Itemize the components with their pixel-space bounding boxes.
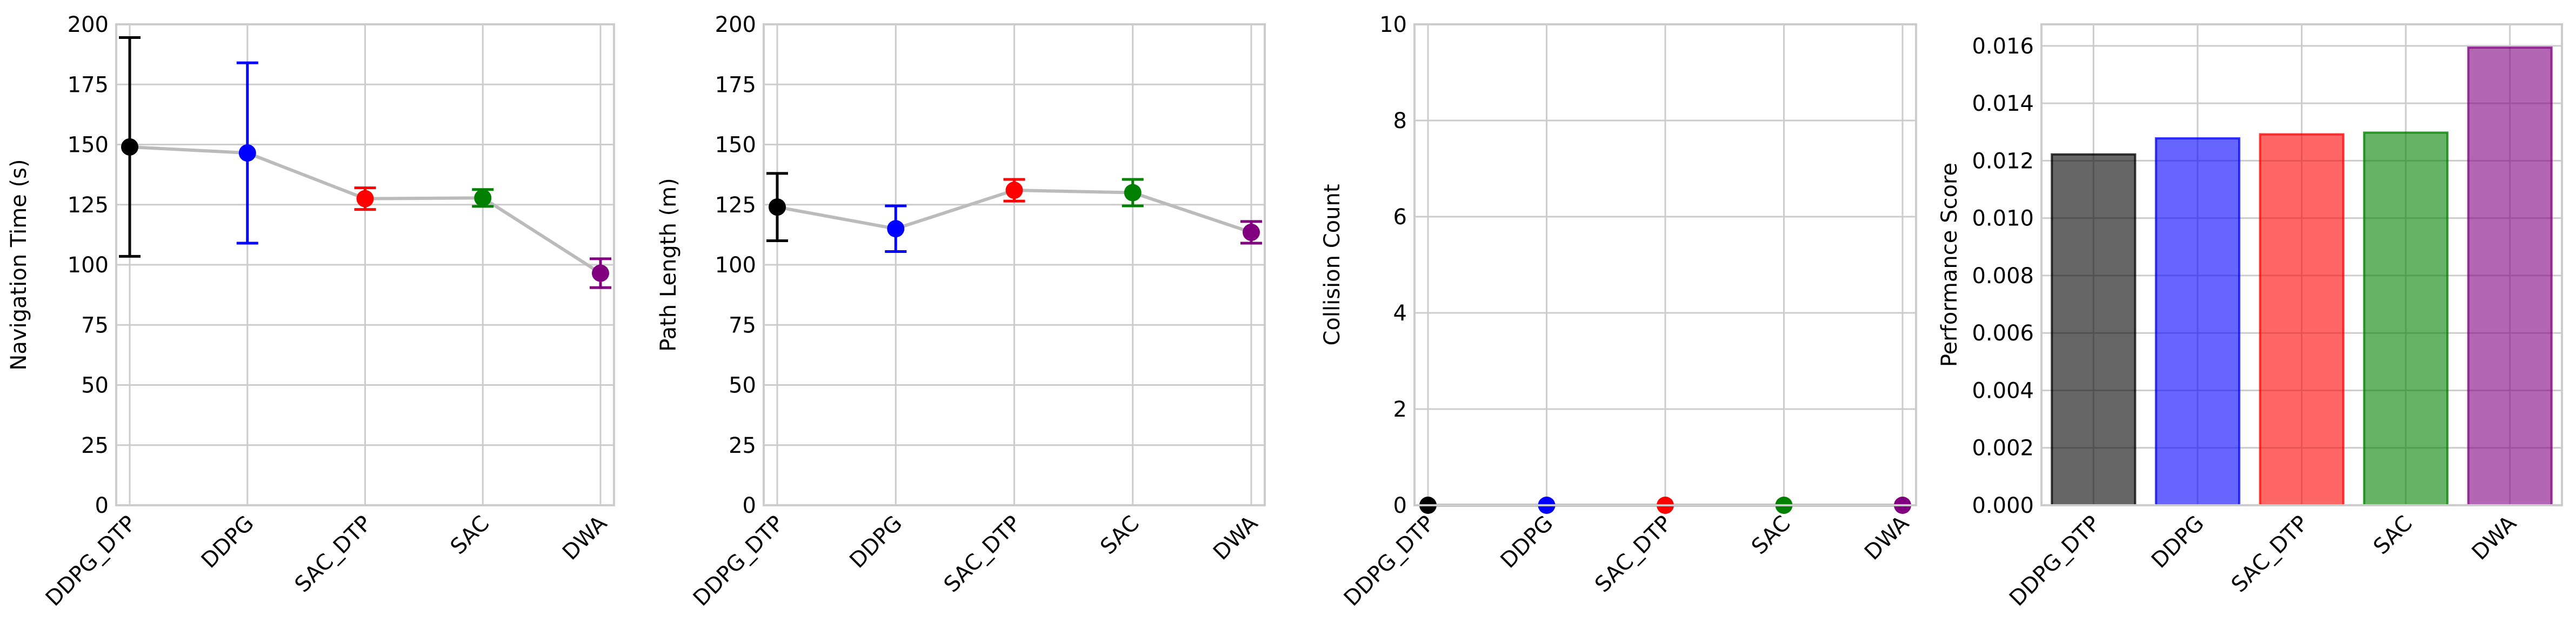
point-ddpg [238, 144, 256, 162]
x-tick-label: DWA [1860, 511, 1914, 565]
x-tick-label: SAC_DTP [2227, 511, 2313, 598]
y-axis-label: Navigation Time (s) [6, 159, 31, 370]
x-tick-label: DDPG_DTP [1339, 511, 1439, 611]
x-tick-label: SAC [1747, 511, 1796, 560]
y-tick-label: 0.004 [1972, 378, 2034, 403]
y-tick-label: 0.006 [1972, 321, 2034, 346]
y-tick-label: 0 [95, 493, 109, 518]
y-tick-label: 0 [1393, 493, 1407, 518]
x-tick-label: DDPG_DTP [689, 511, 789, 611]
y-tick-label: 75 [729, 313, 756, 338]
point-ddpg-dtp [769, 198, 786, 216]
x-tick-label: DWA [2467, 511, 2522, 565]
path-length-panel: 0 25 50 75 100 125 150 175 200 DDPG_DTP DDPG SAC_DT… [656, 12, 1266, 611]
x-tick-label: SAC_DTP [939, 511, 1026, 598]
y-tick-label: 0.000 [1972, 493, 2034, 518]
collision-count-panel: 0 2 4 6 8 10 DDPG_DTP DDPG SAC_DTP SAC DWA Collisio… [1320, 12, 1917, 611]
y-tick-label: 4 [1393, 301, 1407, 326]
axes-frame [1413, 23, 1917, 506]
point-ddpg-dtp [121, 138, 138, 156]
axes-frame [2040, 23, 2563, 506]
x-tick-label: DDPG_DTP [41, 511, 141, 611]
y-tick-label: 10 [1379, 12, 1407, 37]
y-tick-label: 150 [715, 133, 756, 158]
x-tick-label: DDPG_DTP [2005, 511, 2105, 611]
y-tick-label: 50 [81, 373, 109, 398]
y-tick-label: 25 [81, 433, 109, 458]
y-tick-label: 0.002 [1972, 436, 2034, 461]
y-tick-label: 150 [68, 133, 109, 158]
y-tick-label: 75 [81, 313, 109, 338]
point-sac [474, 189, 492, 207]
x-tick-label: DWA [1209, 511, 1263, 565]
point-sac-dtp [356, 190, 374, 208]
x-tick-label: DWA [558, 511, 612, 565]
y-tick-label: 200 [68, 12, 109, 37]
bar-sac [2363, 131, 2449, 507]
y-tick-label: 0.014 [1972, 91, 2034, 116]
y-tick-label: 125 [68, 193, 109, 218]
y-tick-label: 8 [1393, 109, 1407, 133]
y-axis-label: Collision Count [1320, 184, 1345, 345]
y-axis-label: Path Length (m) [656, 178, 681, 351]
y-tick-label: 2 [1393, 397, 1407, 422]
point-dwa [1243, 223, 1260, 241]
y-axis-label: Performance Score [1937, 163, 1962, 367]
y-tick-label: 25 [729, 433, 756, 458]
y-tick-label: 175 [68, 72, 109, 97]
bar-ddpg-dtp [2051, 153, 2137, 507]
x-tick-label: DDPG [197, 511, 259, 573]
x-tick-label: DDPG [845, 511, 907, 573]
y-tick-label: 0.012 [1972, 149, 2034, 173]
bar-ddpg [2154, 137, 2240, 506]
x-tick-label: SAC_DTP [1590, 511, 1677, 598]
y-tick-label: 0.010 [1972, 206, 2034, 231]
y-tick-label: 0.008 [1972, 264, 2034, 289]
performance-score-panel: 0.000 0.002 0.004 0.006 0.008 0.010 0.012 0.014… [1937, 23, 2563, 611]
point-sac [1124, 184, 1142, 202]
point-dwa [592, 264, 609, 282]
x-tick-label: DDPG [2147, 511, 2209, 573]
x-tick-label: SAC [1096, 511, 1144, 560]
axes-frame [763, 23, 1266, 506]
x-tick-label: SAC_DTP [290, 511, 377, 598]
point-sac-dtp [1005, 182, 1023, 199]
y-tick-label: 100 [68, 253, 109, 278]
y-tick-label: 100 [715, 253, 756, 278]
x-tick-label: DDPG [1496, 511, 1558, 573]
y-tick-label: 6 [1393, 205, 1407, 230]
axes-frame [115, 23, 615, 506]
y-tick-label: 125 [715, 193, 756, 218]
navigation-time-panel: 0 25 50 75 100 125 150 175 200 DDPG_DTP DDPG SAC_DT… [6, 12, 615, 611]
x-tick-label: SAC [446, 511, 495, 560]
y-tick-label: 50 [729, 373, 756, 398]
y-tick-label: 0.016 [1972, 34, 2034, 59]
x-tick-label: SAC [2369, 511, 2418, 560]
point-ddpg [887, 220, 905, 238]
bar-dwa [2467, 46, 2553, 506]
bar-sac-dtp [2259, 133, 2345, 507]
y-tick-label: 0 [743, 493, 756, 518]
y-tick-label: 200 [715, 12, 756, 37]
y-tick-label: 175 [715, 72, 756, 97]
